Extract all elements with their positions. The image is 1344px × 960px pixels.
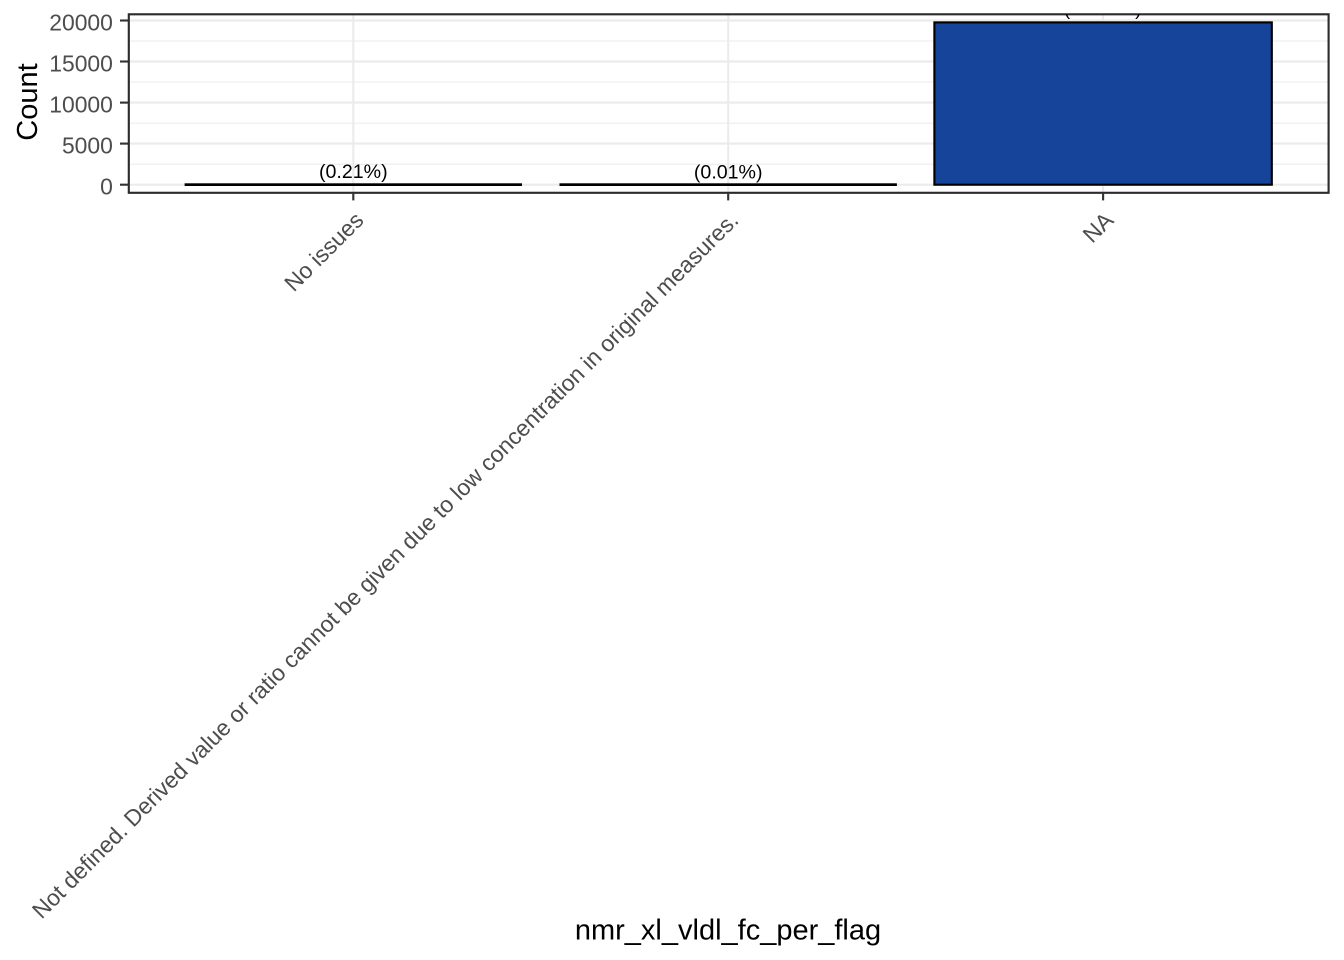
svg-text:5000: 5000 bbox=[62, 133, 113, 159]
svg-text:(0.01%): (0.01%) bbox=[694, 161, 763, 183]
svg-text:20000: 20000 bbox=[49, 9, 113, 35]
svg-text:0: 0 bbox=[100, 174, 113, 200]
svg-text:(0.21%): (0.21%) bbox=[319, 161, 388, 183]
svg-text:nmr_xl_vldl_fc_per_flag: nmr_xl_vldl_fc_per_flag bbox=[575, 915, 881, 947]
svg-text:): ) bbox=[1135, 0, 1142, 20]
svg-text:Count: Count bbox=[12, 63, 44, 140]
svg-text:15000: 15000 bbox=[49, 50, 113, 76]
svg-text:(: ( bbox=[1064, 0, 1071, 20]
svg-text:10000: 10000 bbox=[49, 92, 113, 118]
